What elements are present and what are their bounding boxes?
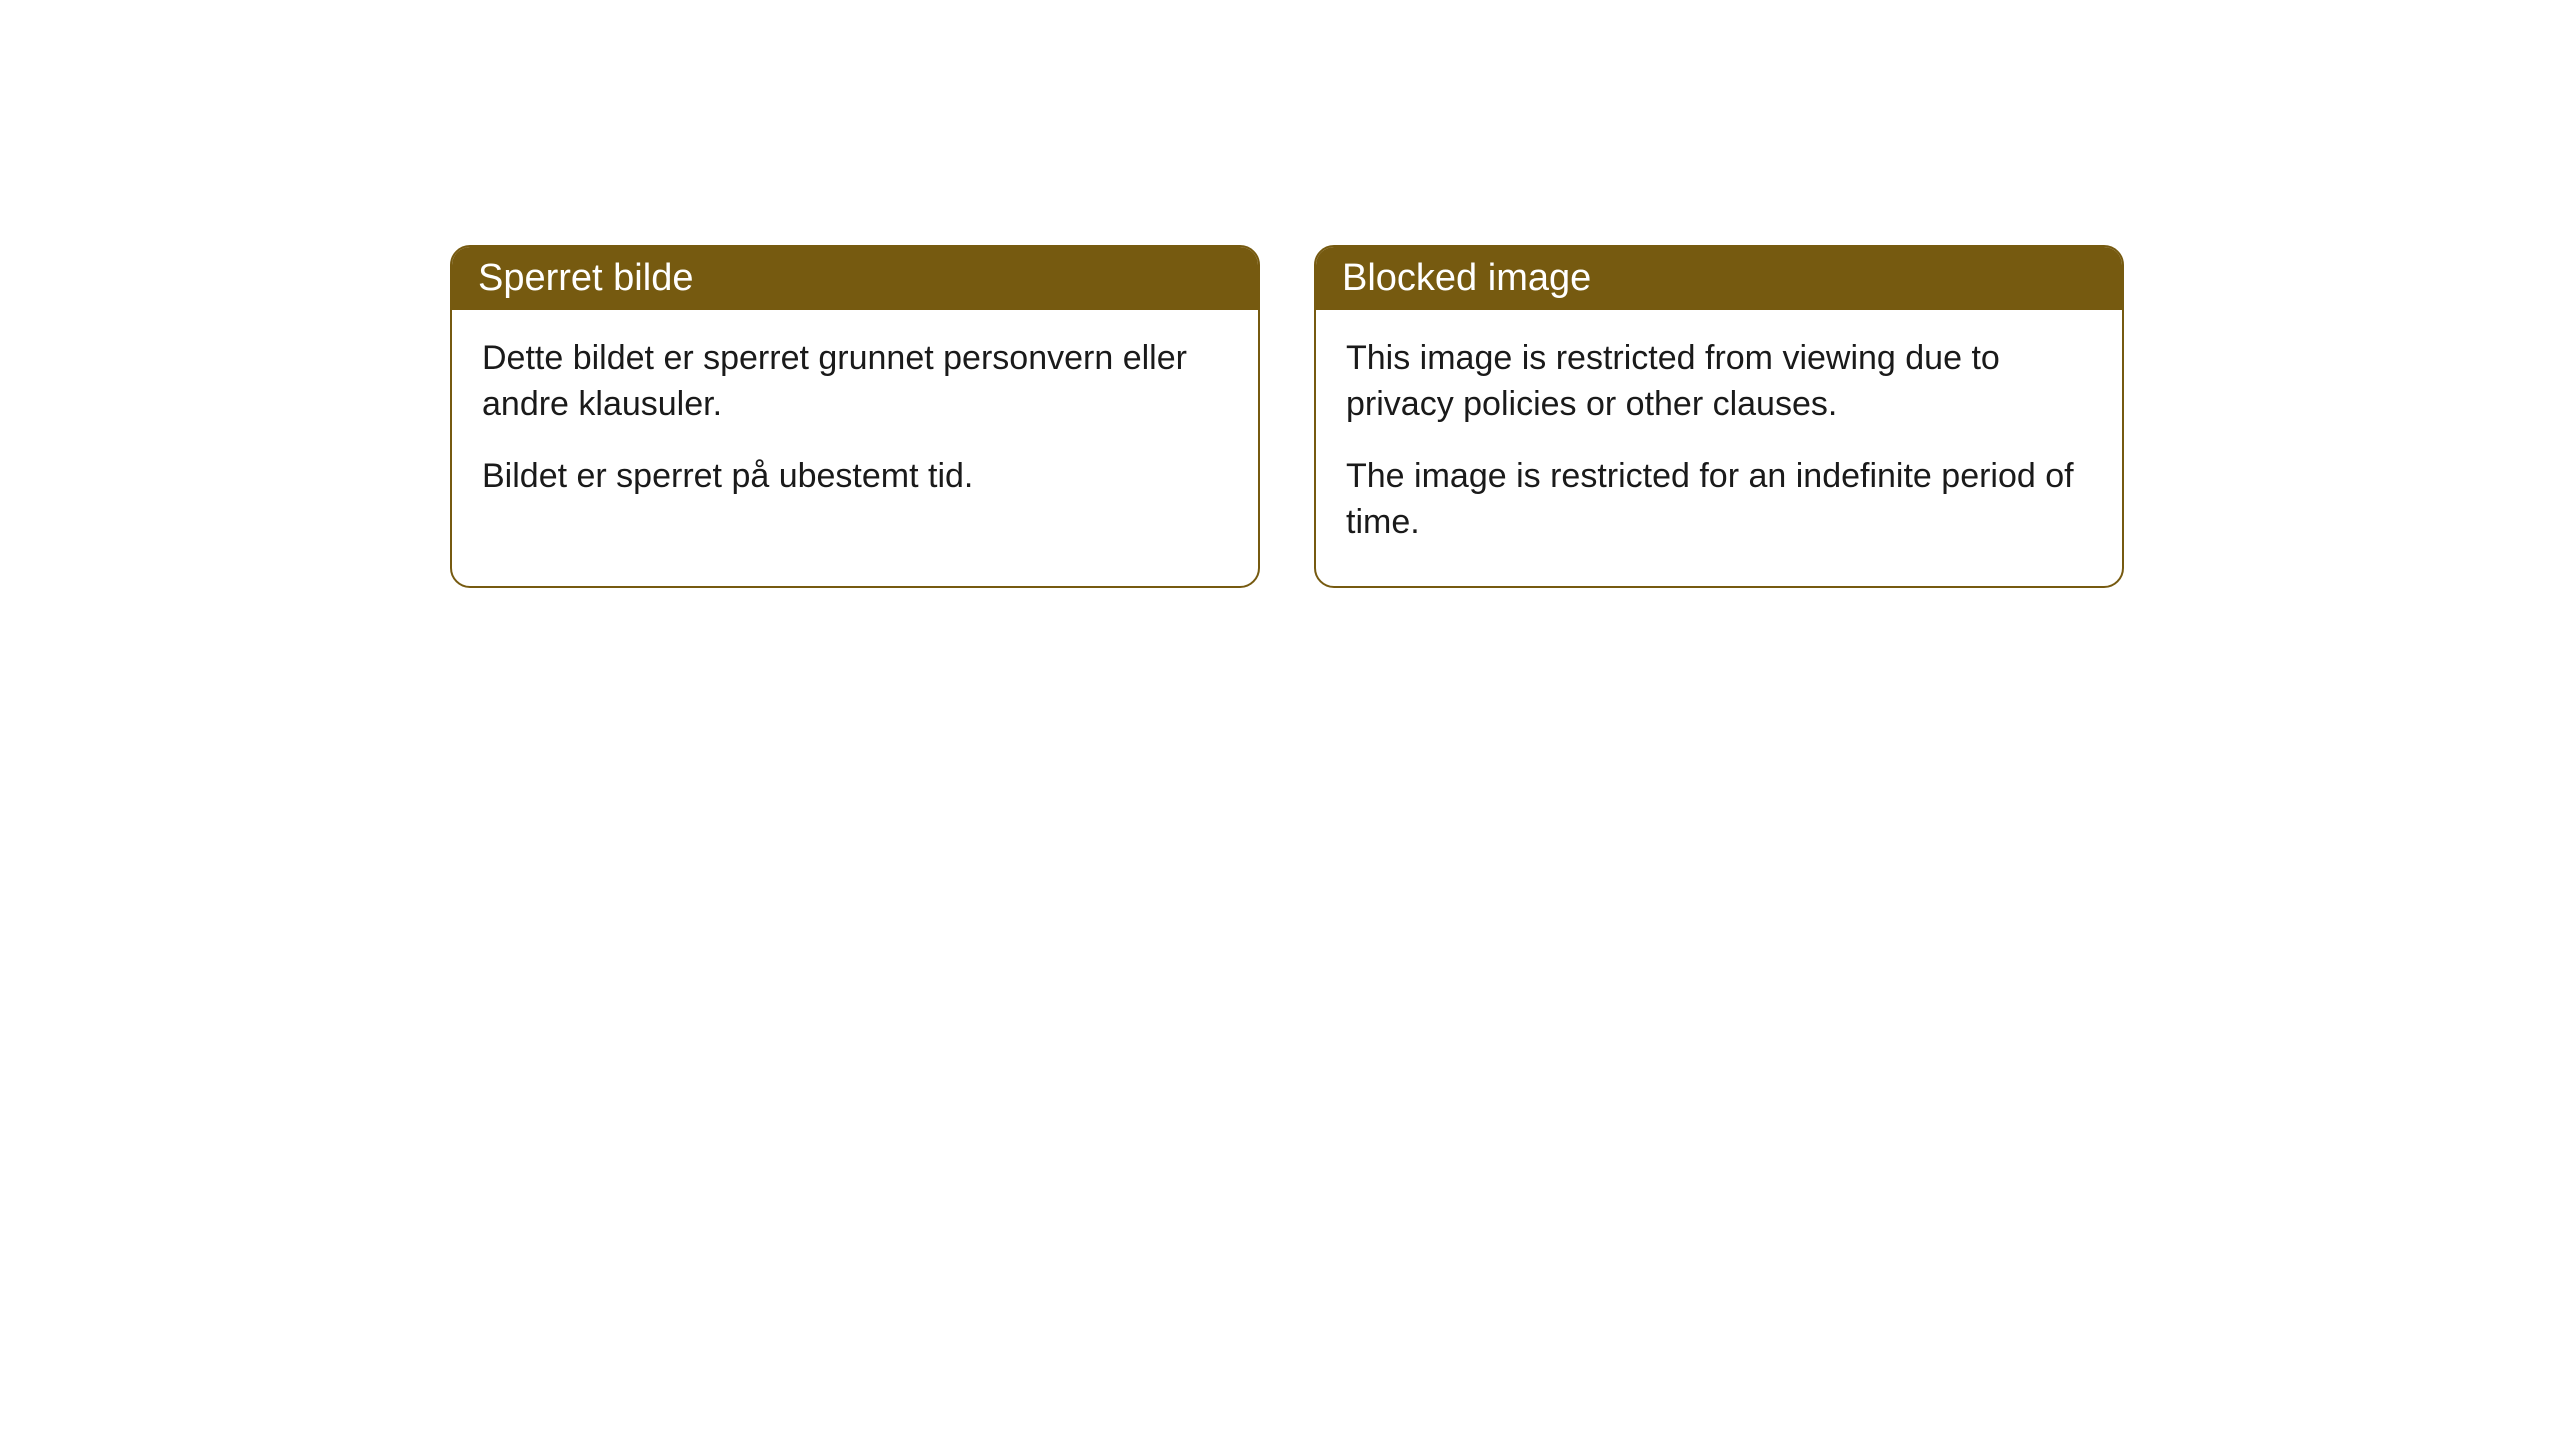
card-paragraph: Bildet er sperret på ubestemt tid.	[482, 454, 1228, 500]
card-paragraph: Dette bildet er sperret grunnet personve…	[482, 336, 1228, 428]
notice-card-english: Blocked image This image is restricted f…	[1314, 245, 2124, 588]
card-header-norwegian: Sperret bilde	[452, 247, 1258, 310]
card-title: Sperret bilde	[478, 257, 693, 299]
card-header-english: Blocked image	[1316, 247, 2122, 310]
notice-card-norwegian: Sperret bilde Dette bildet er sperret gr…	[450, 245, 1260, 588]
card-title: Blocked image	[1342, 257, 1591, 299]
card-paragraph: This image is restricted from viewing du…	[1346, 336, 2092, 428]
notice-cards-container: Sperret bilde Dette bildet er sperret gr…	[450, 245, 2124, 588]
card-body-english: This image is restricted from viewing du…	[1316, 310, 2122, 586]
card-paragraph: The image is restricted for an indefinit…	[1346, 454, 2092, 546]
card-body-norwegian: Dette bildet er sperret grunnet personve…	[452, 310, 1258, 540]
